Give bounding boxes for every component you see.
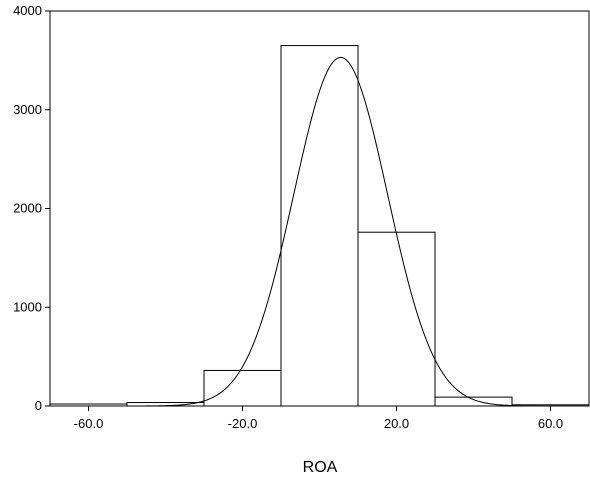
bar-4 — [357, 231, 436, 407]
y-tick-label: 2000 — [13, 201, 42, 216]
x-tick-label: -60.0 — [74, 416, 104, 431]
x-tick-label: -20.0 — [228, 416, 258, 431]
bar-3 — [280, 45, 359, 407]
y-tick-label: 1000 — [13, 299, 42, 314]
x-tick-label: 20.0 — [384, 416, 409, 431]
x-tick-label: 60.0 — [538, 416, 563, 431]
histogram-bars — [49, 45, 590, 407]
y-tick-label: 4000 — [13, 3, 42, 18]
bar-2 — [203, 369, 282, 407]
x-axis: -60.0 -20.0 20.0 60.0 — [74, 406, 563, 431]
x-axis-label: ROA — [303, 459, 338, 476]
y-tick-label: 0 — [35, 398, 42, 413]
y-axis: 0 1000 2000 3000 4000 — [13, 3, 50, 413]
y-tick-label: 3000 — [13, 102, 42, 117]
